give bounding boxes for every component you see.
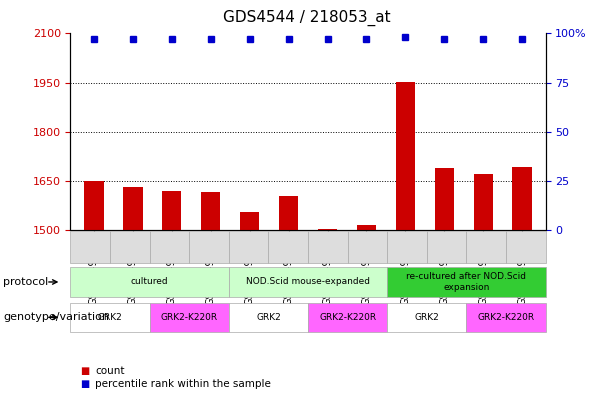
Text: re-cultured after NOD.Scid
expansion: re-cultured after NOD.Scid expansion [406,272,527,292]
Text: protocol: protocol [3,277,48,287]
Text: genotype/variation: genotype/variation [3,312,109,322]
Bar [512,167,532,230]
Text: ■: ■ [80,366,89,376]
Bar [201,192,221,230]
Bar [123,187,143,230]
Bar [395,81,415,230]
Text: NOD.Scid mouse-expanded: NOD.Scid mouse-expanded [246,277,370,286]
Text: GRK2-K220R: GRK2-K220R [319,313,376,322]
Text: count: count [95,366,124,376]
Bar [240,211,259,230]
Bar [279,196,299,230]
Text: GRK2-K220R: GRK2-K220R [478,313,535,322]
Bar [318,229,337,230]
Bar [162,191,181,230]
Text: cultured: cultured [131,277,169,286]
Text: GRK2-K220R: GRK2-K220R [161,313,218,322]
Text: GRK2: GRK2 [414,313,439,322]
Text: GDS4544 / 218053_at: GDS4544 / 218053_at [223,10,390,26]
Text: GRK2: GRK2 [97,313,123,322]
Bar [84,182,104,230]
Text: percentile rank within the sample: percentile rank within the sample [95,379,271,389]
Bar [357,225,376,230]
Text: GRK2: GRK2 [256,313,281,322]
Bar [435,168,454,230]
Text: ■: ■ [80,379,89,389]
Bar [473,174,493,230]
